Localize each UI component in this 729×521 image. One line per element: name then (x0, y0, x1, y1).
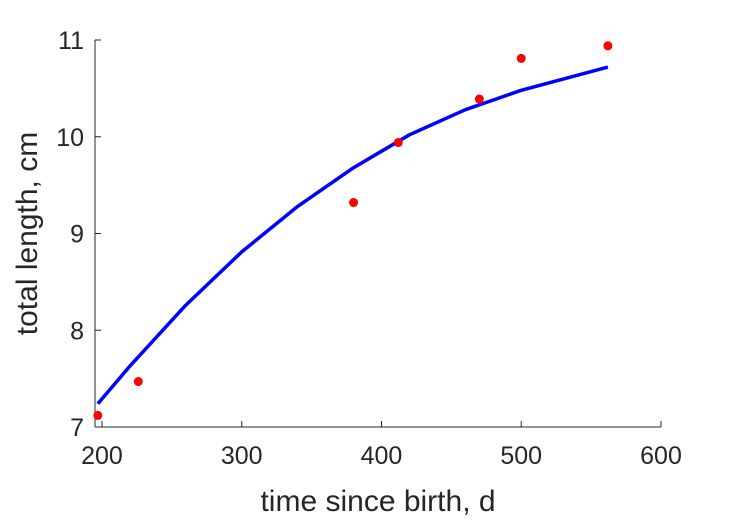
y-tick-label: 9 (70, 221, 84, 249)
data-points-layer (93, 41, 613, 420)
y-tick-label: 7 (70, 414, 84, 442)
x-axis-title: time since birth, d (260, 485, 495, 518)
x-tick-label: 300 (221, 442, 263, 470)
x-tick-label: 600 (640, 442, 682, 470)
data-point (516, 53, 526, 63)
tick-labels: 200 300 400 500 600 7 8 9 10 11 (56, 27, 682, 470)
fit-curve (96, 65, 609, 405)
y-axis-title: total length, cm (11, 132, 44, 335)
y-tick-label: 8 (70, 317, 84, 345)
data-point (393, 138, 403, 148)
data-point (349, 198, 359, 208)
x-tick-label: 200 (81, 442, 123, 470)
x-tick-label: 400 (361, 442, 403, 470)
y-tick-label: 10 (56, 124, 84, 152)
data-point (603, 41, 613, 51)
x-tick-label: 500 (500, 442, 542, 470)
data-point (474, 94, 484, 104)
data-point (133, 377, 143, 387)
y-tick-label: 11 (58, 27, 84, 55)
axes (94, 39, 662, 428)
fit-curve-layer (96, 65, 609, 405)
data-point (93, 410, 103, 420)
